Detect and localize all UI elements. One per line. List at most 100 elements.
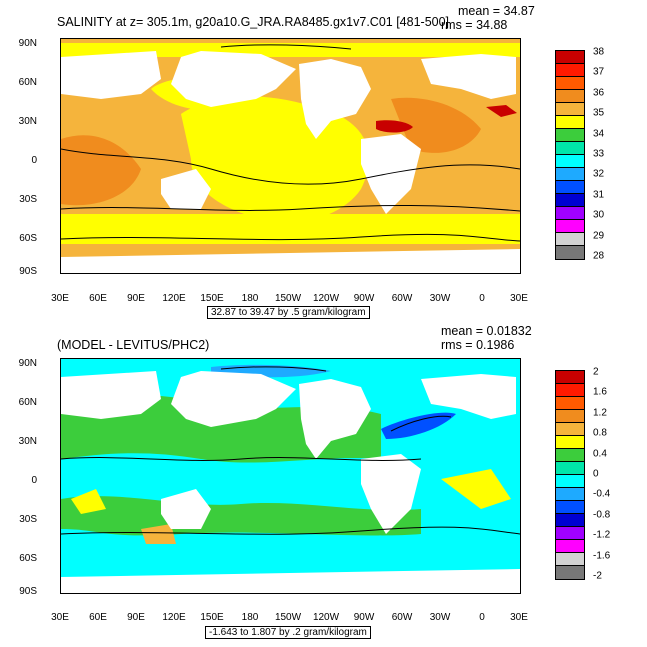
colorbar-swatch (556, 181, 584, 194)
colorbar-swatch (556, 246, 584, 259)
colorbar-label: -1.6 (593, 550, 611, 562)
colorbar-swatch (556, 129, 584, 142)
lat-label: 90N (18, 38, 37, 49)
lat-label: 60S (19, 553, 37, 564)
colorbar-swatch (556, 540, 584, 553)
colorbar-swatch (556, 371, 584, 384)
colorbar-label: 31 (593, 189, 605, 201)
colorbar-swatch (556, 514, 584, 527)
lat-label: 60S (19, 233, 37, 244)
lon-label: 30W (429, 612, 451, 623)
lat-label: 30N (18, 116, 37, 127)
colorbar-label: 37 (593, 66, 605, 78)
colorbar-swatch (556, 501, 584, 514)
lon-label: 30E (51, 612, 69, 623)
colorbar-swatch (556, 64, 584, 77)
lon-label: 30E (510, 293, 528, 304)
salinity-field (61, 39, 520, 273)
colorbar-swatch (556, 423, 584, 436)
colorbar-swatch (556, 475, 584, 488)
colorbar-label: 28 (593, 250, 605, 262)
colorbar-swatch (556, 220, 584, 233)
rms-value: rms = 0.1986 (441, 338, 515, 352)
mean-value: mean = 34.87 (458, 4, 535, 18)
rms-value: rms = 34.88 (441, 18, 508, 32)
contour-caption: 32.87 to 39.47 by .5 gram/kilogram (207, 306, 370, 319)
lat-label: 60N (18, 397, 37, 408)
lon-label: 150E (200, 612, 224, 623)
colorbar-label: 32 (593, 168, 605, 180)
lon-label: 150E (200, 293, 224, 304)
mean-value: mean = 0.01832 (441, 324, 532, 338)
lat-label: 0 (31, 475, 37, 486)
lon-label: 150W (274, 612, 302, 623)
colorbar-swatch (556, 207, 584, 220)
contour-caption: -1.643 to 1.807 by .2 gram/kilogram (205, 626, 371, 639)
colorbar-label: 1.6 (593, 386, 607, 398)
lon-label: 0 (479, 612, 485, 623)
colorbar-label: 38 (593, 46, 605, 58)
colorbar-label: 35 (593, 107, 605, 119)
lat-label: 0 (31, 155, 37, 166)
lon-label: 180 (241, 612, 259, 623)
lon-label: 120E (162, 293, 186, 304)
lon-label: 120W (312, 293, 340, 304)
difference-panel: (MODEL - LEVITUS/PHC2) mean = 0.01832 rm… (0, 322, 647, 647)
colorbar-label: -0.4 (593, 488, 611, 500)
colorbar-swatch (556, 116, 584, 129)
lat-label: 60N (18, 77, 37, 88)
colorbar-swatch (556, 410, 584, 423)
colorbar-label: 1.2 (593, 407, 607, 419)
lon-label: 90W (353, 293, 375, 304)
lat-label: 90N (18, 358, 37, 369)
colorbar-label: 0.8 (593, 427, 607, 439)
colorbar-label: 34 (593, 128, 605, 140)
colorbar-swatch (556, 168, 584, 181)
lat-label: 90S (19, 266, 37, 277)
colorbar-label: 36 (593, 87, 605, 99)
colorbar-swatch (556, 155, 584, 168)
colorbar (555, 50, 585, 260)
colorbar-label: -1.2 (593, 529, 611, 541)
lon-label: 0 (479, 293, 485, 304)
salinity-map (60, 38, 521, 274)
lat-label: 90S (19, 586, 37, 597)
colorbar-swatch (556, 397, 584, 410)
colorbar-swatch (556, 142, 584, 155)
panel-title: SALINITY at z= 305.1m, g20a10.G_JRA.RA84… (57, 15, 450, 29)
colorbar-swatch (556, 436, 584, 449)
lon-label: 90W (353, 612, 375, 623)
colorbar-swatch (556, 77, 584, 90)
colorbar-swatch (556, 103, 584, 116)
lon-label: 90E (127, 612, 145, 623)
colorbar-swatch (556, 384, 584, 397)
lon-label: 90E (127, 293, 145, 304)
lon-label: 180 (241, 293, 259, 304)
colorbar-label: 0.4 (593, 448, 607, 460)
lat-label: 30S (19, 194, 37, 205)
colorbar-swatch (556, 566, 584, 579)
colorbar-swatch (556, 527, 584, 540)
colorbar-label: -2 (593, 570, 602, 582)
salinity-panel: SALINITY at z= 305.1m, g20a10.G_JRA.RA84… (0, 0, 647, 320)
colorbar-label: 29 (593, 230, 605, 242)
lon-label: 30W (429, 293, 451, 304)
lon-label: 30E (510, 612, 528, 623)
colorbar-label: 2 (593, 366, 599, 378)
lon-label: 60E (89, 293, 107, 304)
colorbar-swatch (556, 553, 584, 566)
colorbar-swatch (556, 51, 584, 64)
colorbar-label: 0 (593, 468, 599, 480)
lon-label: 60E (89, 612, 107, 623)
colorbar-swatch (556, 233, 584, 246)
lat-label: 30N (18, 436, 37, 447)
lon-label: 60W (391, 293, 413, 304)
colorbar-swatch (556, 194, 584, 207)
colorbar-swatch (556, 488, 584, 501)
lon-label: 60W (391, 612, 413, 623)
lon-label: 120W (312, 612, 340, 623)
colorbar-swatch (556, 449, 584, 462)
lon-label: 150W (274, 293, 302, 304)
colorbar-swatch (556, 90, 584, 103)
lon-label: 30E (51, 293, 69, 304)
